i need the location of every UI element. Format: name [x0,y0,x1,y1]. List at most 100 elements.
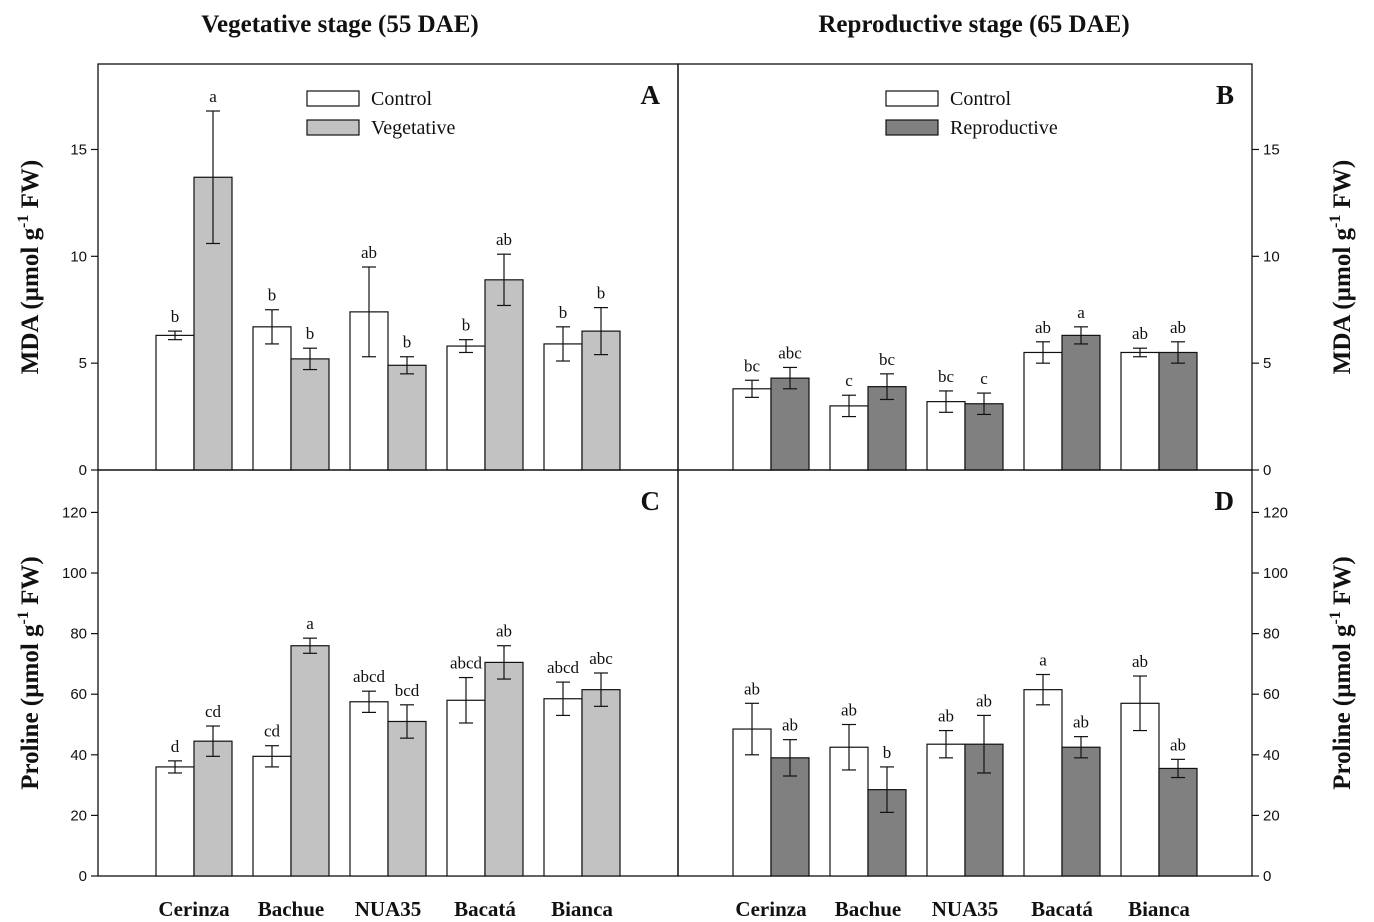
y-tick-label: 60 [1263,686,1280,703]
category-label: Bachue [258,897,325,921]
y-tick-label: 20 [1263,807,1280,824]
significance-letter: ab [1035,318,1051,337]
stage-title-left: Vegetative stage (55 DAE) [201,11,478,38]
panel-letter: A [641,80,661,110]
significance-letter: bc [879,350,896,369]
significance-letter: ab [744,679,760,698]
y-tick-label: 60 [70,686,87,703]
bar [1061,746,1101,877]
category-label: Cerinza [735,897,807,921]
bar [1120,351,1160,471]
y-tick-label: 40 [1263,747,1280,764]
significance-letter: bc [744,356,761,375]
significance-letter: a [306,614,314,633]
bar [155,766,195,877]
significance-letter: b [306,324,315,343]
category-label: Cerinza [158,897,230,921]
y-tick-label: 120 [62,504,87,521]
y-tick-label: 100 [1263,565,1288,582]
significance-letter: d [171,737,180,756]
bar [926,401,966,471]
significance-letter: abc [589,649,613,668]
significance-letter: b [171,307,180,326]
y-tick-label: 0 [79,462,87,479]
significance-letter: b [597,284,606,303]
significance-letter: ab [1170,318,1186,337]
y-tick-label: 5 [79,355,87,372]
legend-label: Control [950,88,1012,110]
significance-letter: ab [938,707,954,726]
significance-letter: ab [976,691,992,710]
panel-letter: B [1216,80,1234,110]
category-label: Bianca [1128,897,1190,921]
y-tick-label: 20 [70,807,87,824]
significance-letter: b [559,303,568,322]
y-tick-label: 80 [70,626,87,643]
significance-letter: abc [778,343,802,362]
y-tick-label: 10 [1263,248,1280,265]
panel-letter: C [641,486,661,516]
significance-letter: c [845,371,853,390]
significance-letter: bc [938,367,955,386]
legend-swatch [885,90,939,107]
significance-letter: ab [496,230,512,249]
bar [581,689,621,877]
significance-letter: ab [841,701,857,720]
bar [543,343,583,471]
bar [1158,351,1198,471]
bar [193,740,233,877]
significance-letter: b [268,286,277,305]
bar [1023,351,1063,471]
legend-label: Vegetative [371,117,456,139]
significance-letter: ab [496,622,512,641]
legend-swatch [306,119,360,136]
y-tick-label: 120 [1263,504,1288,521]
significance-letter: a [1039,651,1047,670]
bar [387,364,427,471]
legend-label: Reproductive [950,117,1058,139]
significance-letter: cd [205,702,222,721]
bar [1061,334,1101,471]
significance-letter: c [980,369,988,388]
legend-label: Control [371,88,433,110]
significance-letter: ab [1073,713,1089,732]
bar [926,743,966,877]
bar [1023,689,1063,877]
category-label: Bianca [551,897,613,921]
y-tick-label: 80 [1263,626,1280,643]
bar [770,757,810,877]
legend-swatch [306,90,360,107]
significance-letter: abcd [450,654,483,673]
bar [155,334,195,471]
category-label: NUA35 [932,897,999,921]
significance-letter: abcd [547,658,580,677]
y-tick-label: 100 [62,565,87,582]
y-tick-label: 10 [70,248,87,265]
bar [770,377,810,471]
significance-letter: b [462,316,471,335]
bar [732,388,772,471]
y-tick-label: 5 [1263,355,1271,372]
bar [1158,767,1198,877]
bar [290,358,330,471]
y-axis-label: MDA (µmol g-1 FW) [15,160,44,375]
significance-letter: bcd [395,681,420,700]
category-label: Bacatá [1031,897,1093,921]
significance-letter: ab [361,243,377,262]
y-axis-label: Proline (µmol g-1 FW) [1327,556,1356,790]
bar [387,720,427,877]
bar [543,698,583,877]
y-tick-label: 0 [1263,462,1271,479]
significance-letter: abcd [353,667,386,686]
y-tick-label: 0 [79,868,87,885]
legend-swatch [885,119,939,136]
significance-letter: ab [1132,652,1148,671]
category-label: Bacatá [454,897,516,921]
bar [290,645,330,877]
significance-letter: a [1077,303,1085,322]
category-label: Bachue [835,897,902,921]
y-axis-label: Proline (µmol g-1 FW) [15,556,44,790]
bar [484,279,524,471]
